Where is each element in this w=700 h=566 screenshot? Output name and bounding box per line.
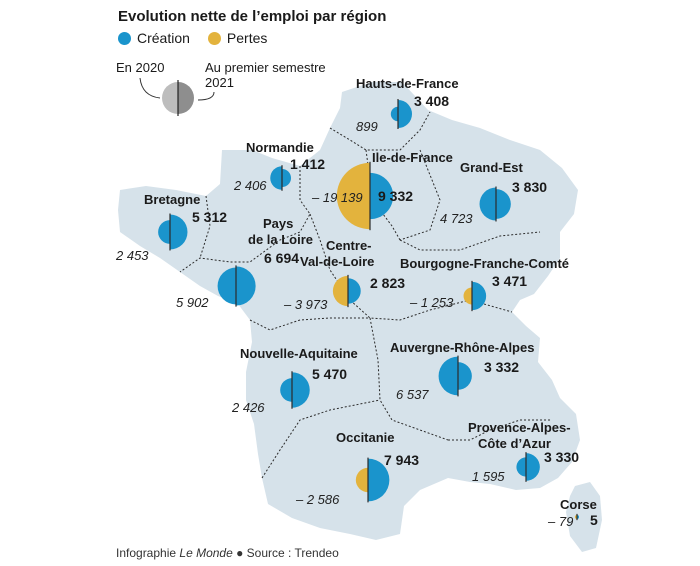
half-circle-2020 [463,287,472,305]
half-circle-2020 [280,378,292,402]
half-circle-2021 [370,172,394,220]
region-name-auvergne: Auvergne-Rhône-Alpes [390,340,535,355]
region-name-corse: Corse [560,497,597,512]
pertes-value-auvergne: 6 537 [396,387,429,402]
pertes-value-pays-de-la-loire: 5 902 [176,295,209,310]
footer-credit: Infographie Le Monde ● Source : Trendeo [116,546,339,560]
half-circle-2020 [438,356,458,396]
pertes-value-bretagne: 2 453 [116,248,149,263]
corsica [566,482,602,552]
pertes-value-corse: – 79 [548,514,574,529]
half-circle-2021 [348,278,361,304]
region-name-paca-1: Provence-Alpes- [468,420,571,435]
pertes-value-centre: – 3 973 [284,297,328,312]
region-name-occitanie: Occitanie [336,430,395,445]
creation-value-corse: 5 [590,512,598,528]
region-name-pays-de-la-loire-1: Pays [263,216,294,231]
pertes-value-paca: 1 595 [472,469,505,484]
pertes-value-ile-de-france: – 19 139 [312,190,363,205]
mainland-france [118,82,580,540]
half-circle-2020 [332,275,348,307]
region-name-ile-de-france: Ile-de-France [372,150,453,165]
region-name-normandie: Normandie [246,140,314,155]
half-circle-2020 [516,457,526,477]
creation-value-pays-de-la-loire: 6 694 [264,250,300,266]
creation-value-bretagne: 5 312 [192,209,228,225]
half-circle-2021 [472,281,487,311]
region-name-grand-est: Grand-Est [460,160,523,175]
legend-pertes: Pertes [207,30,268,46]
footer-source-italic: Le Monde [179,546,233,560]
creation-value-nouvelle-aquitaine: 5 470 [312,366,348,382]
half-circle-2021 [282,168,292,188]
half-circle-2020 [479,187,496,221]
region-name-hauts-de-france: Hauts-de-France [356,76,459,91]
creation-value-grand-est: 3 830 [512,179,548,195]
half-circle-2021 [496,189,511,219]
footer-suffix: ● Source : Trendeo [232,546,339,560]
half-circle-2020 [158,220,170,244]
half-circle-2021 [458,362,472,390]
pertes-value-bourgogne: – 1 253 [410,295,454,310]
pertes-value-hauts-de-france: 899 [356,119,378,134]
half-circle-2020 [390,106,398,122]
half-circle-2021 [292,372,310,408]
key-right-line1: Au premier semestre [205,60,326,75]
pertes-value-grand-est: 4 723 [440,211,473,226]
creation-value-bourgogne: 3 471 [492,273,528,289]
region-name-nouvelle-aquitaine: Nouvelle-Aquitaine [240,346,358,361]
region-name-centre-2: Val-de-Loire [300,254,375,269]
region-name-bretagne: Bretagne [144,192,201,207]
key-left-label: En 2020 [116,60,165,75]
pertes-value-nouvelle-aquitaine: 2 426 [232,400,265,415]
half-circle-2020 [355,467,368,493]
pertes-value-normandie: 2 406 [234,178,267,193]
map-title: Evolution nette de l’emploi par région [118,8,387,25]
creation-swatch [118,31,131,45]
half-circle-2020 [270,166,282,190]
legend-creation-label: Création [137,30,190,46]
half-circle-2021 [170,214,188,250]
legend-pertes-label: Pertes [226,30,268,46]
half-circle-2020 [217,267,236,305]
creation-value-normandie: 1 412 [290,156,326,172]
creation-value-hauts-de-france: 3 408 [414,93,450,109]
half-circle-2021 [368,458,390,502]
creation-value-auvergne: 3 332 [484,359,520,375]
half-circle-2020 [336,162,370,230]
legend: Création Pertes [118,30,285,46]
region-name-centre-1: Centre- [326,238,372,253]
pertes-swatch [207,31,221,45]
key-right-label: Au premier semestre 2021 [205,60,326,90]
creation-value-centre: 2 823 [370,275,406,291]
creation-value-paca: 3 330 [544,449,580,465]
creation-value-occitanie: 7 943 [384,452,420,468]
legend-creation: Création [118,30,190,46]
half-circle-2021 [236,266,256,306]
key-right-line2: 2021 [205,75,234,90]
creation-value-ile-de-france: 9 332 [378,188,414,204]
footer-prefix: Infographie [116,546,180,560]
region-name-paca-2: Côte d’Azur [478,436,551,451]
region-name-pays-de-la-loire-2: de la Loire [248,232,314,247]
half-circle-2021 [398,99,413,129]
half-circle-2021 [526,453,540,481]
region-name-bourgogne: Bourgogne-Franche-Comté [400,256,569,271]
pertes-value-occitanie: – 2 586 [296,492,340,507]
